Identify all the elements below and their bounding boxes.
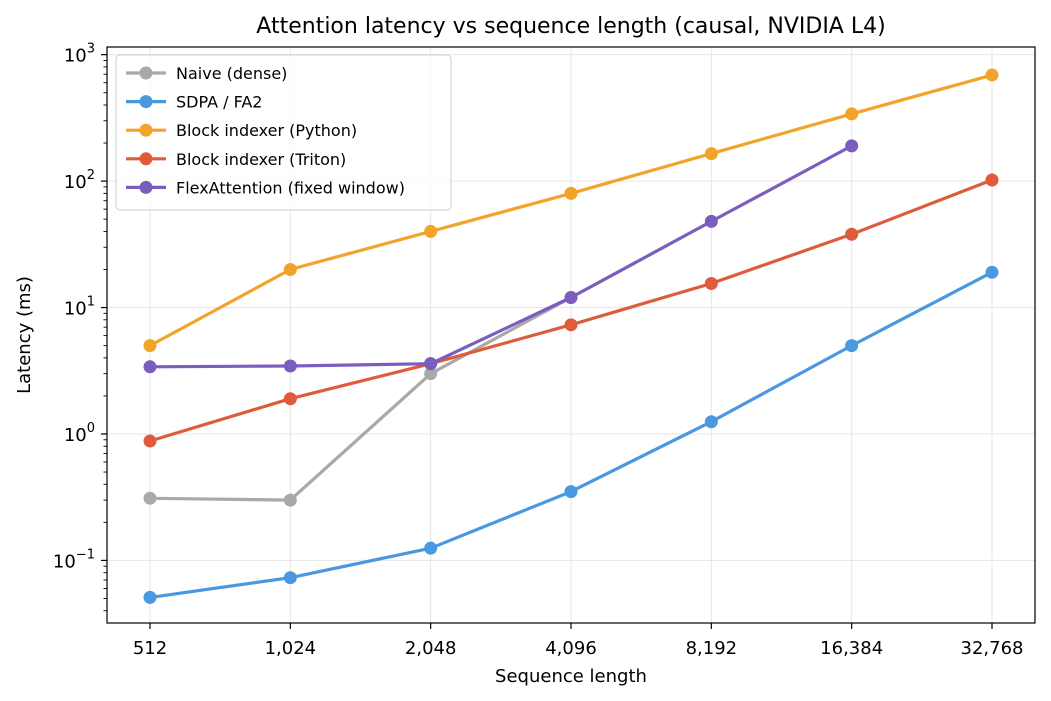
legend-label: Block indexer (Triton) — [176, 150, 346, 169]
data-point — [424, 357, 438, 371]
series — [143, 265, 999, 604]
legend-marker — [139, 95, 153, 109]
series — [143, 139, 859, 374]
data-point — [424, 224, 438, 238]
data-point — [704, 214, 718, 228]
data-point — [845, 107, 859, 121]
x-tick-label: 2,048 — [405, 638, 457, 659]
data-point — [283, 571, 297, 585]
legend: Naive (dense) SDPA / FA2 Block indexer (Py… — [115, 54, 452, 211]
legend-box — [115, 54, 452, 211]
legend-marker — [139, 66, 153, 80]
data-point — [143, 360, 157, 374]
x-tick-label: 32,768 — [961, 638, 1024, 659]
legend-label: SDPA / FA2 — [176, 93, 262, 112]
x-tick-label: 4,096 — [545, 638, 597, 659]
series-line — [148, 295, 573, 502]
x-axis: 512 1,024 2,048 4,096 8,192 16,384 32,768 — [133, 623, 1024, 659]
data-point — [143, 491, 157, 505]
data-point — [424, 541, 438, 555]
series-line — [148, 144, 854, 369]
legend-marker — [139, 123, 153, 137]
series — [143, 68, 999, 353]
legend-item: Naive (dense) — [126, 64, 287, 83]
series-layer — [143, 68, 999, 604]
series — [143, 291, 578, 507]
y-tick-label: 10−1 — [53, 547, 95, 572]
data-point — [143, 434, 157, 448]
x-tick-label: 512 — [133, 638, 167, 659]
data-point — [845, 339, 859, 353]
data-point — [143, 339, 157, 353]
legend-item: SDPA / FA2 — [126, 93, 262, 112]
legend-marker — [139, 180, 153, 194]
data-point — [704, 415, 718, 429]
data-point — [845, 139, 859, 153]
data-point — [564, 186, 578, 200]
data-point — [143, 590, 157, 604]
y-tick-label: 103 — [64, 42, 95, 67]
x-tick-label: 16,384 — [820, 638, 883, 659]
data-point — [985, 265, 999, 279]
x-tick-label: 8,192 — [686, 638, 738, 659]
y-tick-label: 101 — [64, 295, 95, 320]
y-tick-label: 100 — [64, 421, 95, 446]
x-axis-label: Sequence length — [495, 666, 647, 687]
data-point — [704, 147, 718, 161]
data-point — [283, 262, 297, 276]
data-point — [283, 392, 297, 406]
legend-item: Block indexer (Triton) — [126, 150, 346, 169]
legend-item: Block indexer (Python) — [126, 121, 357, 140]
legend-item: FlexAttention (fixed window) — [126, 178, 405, 197]
data-point — [283, 359, 297, 373]
legend-marker — [139, 152, 153, 166]
data-point — [704, 276, 718, 290]
data-point — [564, 291, 578, 305]
legend-label: Block indexer (Python) — [176, 121, 357, 140]
legend-label: FlexAttention (fixed window) — [176, 178, 405, 197]
chart-title: Attention latency vs sequence length (ca… — [256, 14, 885, 39]
legend-label: Naive (dense) — [176, 64, 287, 83]
data-point — [985, 173, 999, 187]
data-point — [424, 367, 438, 381]
data-point — [283, 493, 297, 507]
y-axis: 10−1 100 101 102 103 — [53, 42, 107, 612]
y-axis-label: Latency (ms) — [14, 276, 35, 394]
data-point — [845, 227, 859, 241]
data-point — [564, 318, 578, 332]
x-tick-label: 1,024 — [265, 638, 317, 659]
data-point — [985, 68, 999, 82]
y-tick-label: 102 — [64, 168, 95, 193]
data-point — [564, 485, 578, 499]
